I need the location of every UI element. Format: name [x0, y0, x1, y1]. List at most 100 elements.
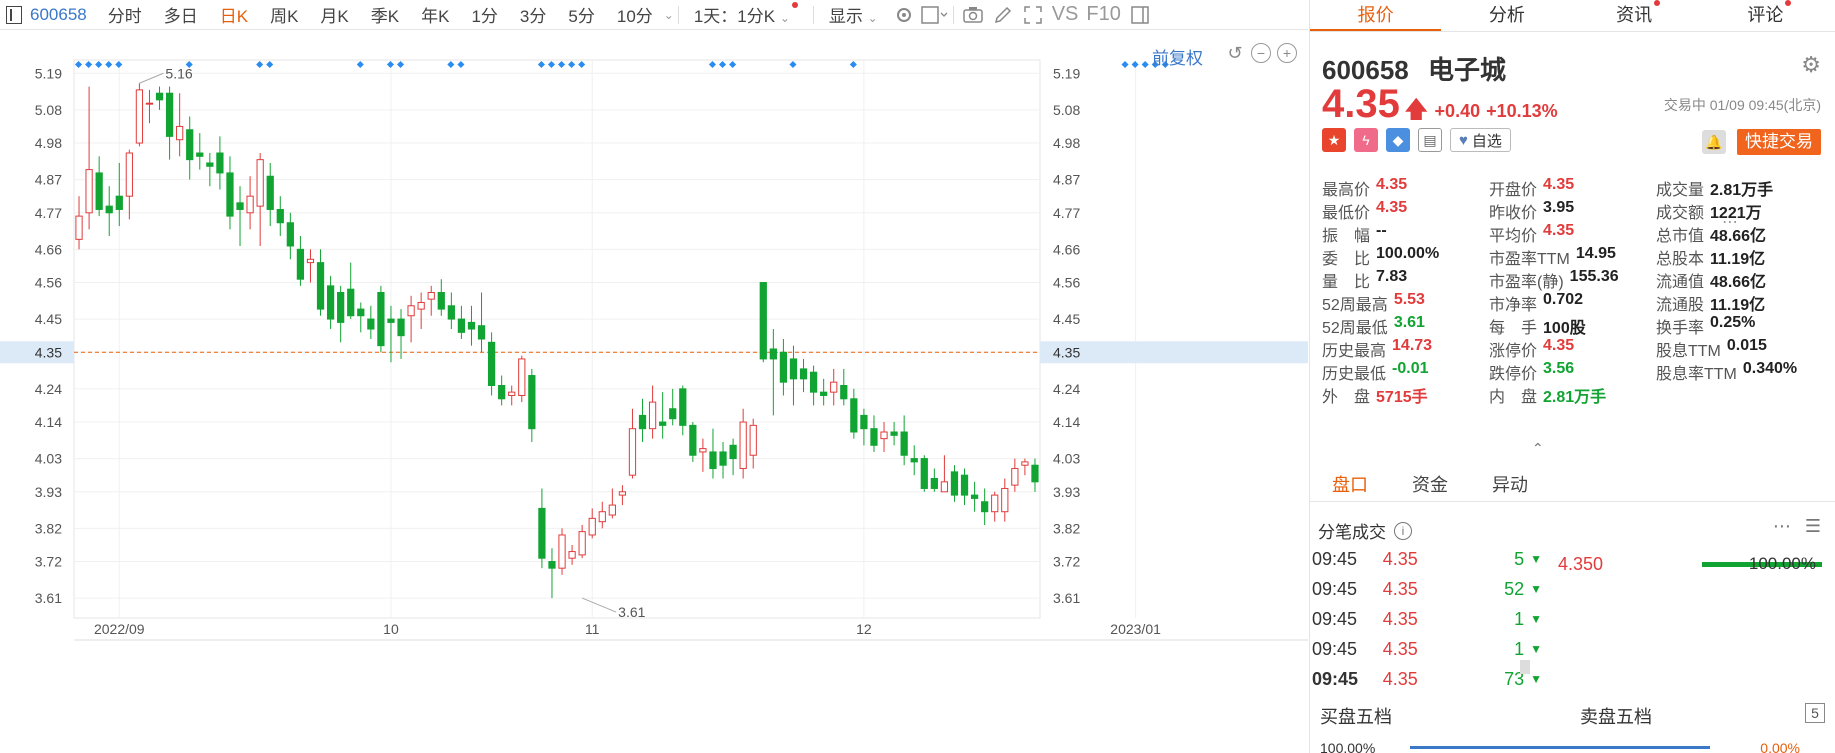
tab-fenshi[interactable]: 分时: [107, 7, 142, 26]
candle-down: [397, 318, 405, 337]
tab-niank[interactable]: 年K: [421, 7, 450, 26]
bookmark-icon[interactable]: ▤: [1418, 128, 1442, 152]
candle-down: [719, 451, 727, 466]
stat-cell: 历史最高 14.73: [1322, 337, 1489, 361]
tab-jik[interactable]: 季K: [370, 7, 400, 26]
sidebar-toggle-icon[interactable]: [6, 5, 22, 24]
event-marker: [396, 60, 405, 69]
stat-value: 4.35: [1376, 198, 1408, 216]
stat-value: 3.56: [1543, 359, 1575, 377]
tab-1min[interactable]: 1分: [471, 7, 498, 26]
order-book-header: 买盘五档 卖盘五档: [1320, 703, 1820, 729]
kline-svg[interactable]: 5.19 5.19 5.08 5.08 4.98 4.98 4.87 4.87 4.77 4.77…: [0, 30, 1308, 753]
candle-down: [457, 318, 466, 333]
list-icon[interactable]: ☰: [1804, 516, 1821, 536]
event-marker: [1131, 60, 1139, 69]
stat-cell: 最低价 4.35: [1322, 199, 1489, 223]
dist-price: 4.350: [1558, 554, 1604, 574]
candle-down: [1031, 464, 1039, 483]
more-icon[interactable]: ⋯: [1772, 516, 1791, 536]
stat-cell: 股息TTM 0.015: [1656, 337, 1832, 361]
zoom-out-icon[interactable]: −: [1251, 43, 1271, 63]
stat-value: 1221万: [1710, 204, 1762, 222]
tick-list: 09:45 4.35 5 ▼ 09:45 4.35 52 ▼ 09:45 4.35 1 ▼ 09:45 4…: [1312, 544, 1542, 694]
tab-rik[interactable]: 日K: [219, 7, 249, 26]
notification-dot: [1785, 0, 1792, 6]
compare-button[interactable]: VS: [1051, 3, 1079, 25]
kline-chart[interactable]: 5.19 5.19 5.08 5.08 4.98 4.98 4.87 4.87 4.77 4.77…: [0, 30, 1308, 753]
tab-10min[interactable]: 10分: [616, 7, 653, 26]
tab-yidong[interactable]: 异动: [1492, 475, 1528, 495]
stat-row: 52周最高 5.53 市净率 0.702 流通股 11.19亿: [1322, 291, 1832, 314]
tab-yuek[interactable]: 月K: [320, 7, 349, 26]
tab-5min[interactable]: 5分: [568, 7, 595, 26]
tab-zhouk[interactable]: 周K: [270, 7, 299, 26]
stat-row: 量 比 7.83 市盈率(静) 155.36 流通值 48.66亿: [1322, 268, 1832, 291]
ticks-tools: ⋯ ☰: [1773, 516, 1821, 537]
y-tick-label-right: 4.45: [1053, 311, 1080, 327]
reset-icon[interactable]: ↺: [1227, 42, 1243, 63]
bell-icon[interactable]: 🔔: [1702, 130, 1726, 154]
stat-value: 3.95: [1543, 198, 1575, 216]
stat-cell: 成交额 1221万: [1656, 199, 1832, 223]
info-icon[interactable]: i: [1394, 521, 1412, 540]
chevron-down-icon[interactable]: ⌄: [663, 7, 674, 22]
stat-label: 总市值: [1656, 227, 1705, 245]
stat-value: 0.340%: [1742, 359, 1798, 377]
scrollbar-thumb[interactable]: [1520, 660, 1530, 674]
annotation-label: 3.61: [618, 604, 645, 620]
stat-cell: 总股本 11.19亿: [1656, 245, 1832, 269]
stat-label: 最高价: [1322, 181, 1371, 199]
tab-duori[interactable]: 多日: [163, 7, 198, 26]
candle-down: [236, 202, 244, 210]
tick-price: 4.35: [1382, 548, 1418, 569]
y-tick-label-left: 5.08: [35, 102, 62, 118]
candle-down: [809, 371, 818, 393]
ask-ratio: 0.00%: [1760, 740, 1800, 753]
fullscreen-icon[interactable]: [1018, 0, 1048, 30]
stat-label: 委 比: [1322, 250, 1371, 268]
book-levels-toggle[interactable]: 5: [1805, 703, 1825, 723]
tab-news[interactable]: 资讯: [1573, 0, 1704, 31]
tab-analysis[interactable]: 分析: [1488, 5, 1525, 25]
gear-icon[interactable]: [889, 0, 919, 30]
candle-down: [196, 152, 204, 157]
y-tick-label-left: 4.45: [35, 311, 62, 327]
candle-up: [880, 431, 888, 440]
square-select-icon[interactable]: [919, 0, 949, 30]
f10-button[interactable]: F10: [1086, 3, 1121, 25]
add-watchlist-button[interactable]: ♥ 自选: [1450, 128, 1511, 152]
camera-icon[interactable]: [958, 0, 988, 30]
y-tick-label-right: 3.93: [1053, 484, 1080, 500]
pencil-icon[interactable]: [988, 0, 1018, 30]
current-price-label-left: 4.35: [35, 344, 62, 360]
arrow-down-icon: ▼: [1530, 612, 1542, 626]
tab-quote[interactable]: 报价: [1310, 0, 1442, 31]
candle-up: [407, 305, 415, 317]
gear-icon[interactable]: ⚙: [1801, 52, 1821, 77]
tab-pankou[interactable]: 盘口: [1332, 475, 1368, 495]
zoom-in-icon[interactable]: +: [1277, 43, 1297, 63]
tab-comments[interactable]: 评论: [1704, 0, 1835, 31]
adjust-mode-button[interactable]: 前复权: [1152, 49, 1203, 68]
price-line: 4.35 🡅 +0.40 +10.13%: [1322, 82, 1558, 133]
ticks-title: 分笔成交: [1318, 523, 1386, 542]
y-tick-label-right: 3.72: [1053, 554, 1080, 570]
candle-down: [970, 494, 979, 499]
more-icon[interactable]: ⋯: [1722, 214, 1738, 231]
china-flag-icon[interactable]: ★: [1322, 128, 1346, 152]
tick-volume: 1: [1514, 638, 1525, 659]
stat-label: 52周最低: [1322, 319, 1388, 337]
tab-3min[interactable]: 3分: [519, 7, 547, 26]
display-menu[interactable]: 显示 ⌄: [828, 7, 878, 26]
chevron-up-icon[interactable]: ⌃: [1532, 440, 1544, 456]
fast-trade-button[interactable]: 快捷交易: [1737, 129, 1821, 155]
candle-down: [296, 248, 305, 280]
panel-toggle-icon[interactable]: [1125, 0, 1155, 30]
period-select[interactable]: 1天：1分K ⌄: [683, 2, 809, 27]
x-tick-label: 12: [856, 621, 872, 637]
bid-ratio: 100.00%: [1320, 740, 1376, 753]
tag-icon[interactable]: ◆: [1386, 128, 1410, 152]
tab-zijin[interactable]: 资金: [1412, 475, 1448, 495]
lightning-icon[interactable]: ϟ: [1354, 128, 1378, 152]
